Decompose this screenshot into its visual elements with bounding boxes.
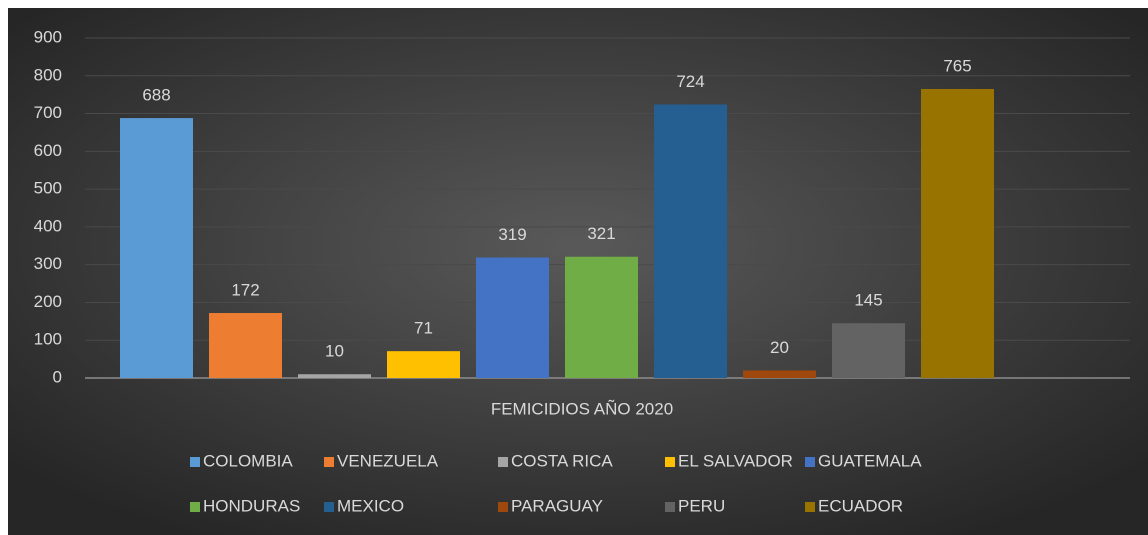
value-label: 71: [414, 319, 433, 338]
x-tick-label: FEMICIDIOS AÑO 2020: [491, 399, 673, 418]
value-label: 765: [943, 56, 971, 75]
y-tick-label: 0: [53, 367, 62, 386]
value-label: 10: [325, 342, 344, 361]
bar: [921, 89, 994, 378]
legend-label: ECUADOR: [818, 496, 903, 515]
legend-swatch: [665, 502, 675, 512]
value-label: 145: [854, 291, 882, 310]
legend-swatch: [498, 502, 508, 512]
y-tick-label: 800: [34, 65, 62, 84]
legend-label: MEXICO: [337, 496, 404, 515]
bar: [743, 370, 816, 378]
legend-label: GUATEMALA: [818, 451, 922, 470]
value-label: 20: [770, 338, 789, 357]
value-label: 321: [587, 224, 615, 243]
bar: [654, 104, 727, 378]
y-tick-label: 300: [34, 254, 62, 273]
legend-swatch: [498, 457, 508, 467]
legend-swatch: [324, 457, 334, 467]
y-tick-label: 200: [34, 292, 62, 311]
legend-swatch: [665, 457, 675, 467]
legend-label: COLOMBIA: [203, 451, 293, 470]
y-tick-label: 900: [34, 27, 62, 46]
y-tick-label: 500: [34, 179, 62, 198]
legend-label: PERU: [678, 496, 725, 515]
legend-label: HONDURAS: [203, 496, 300, 515]
legend-label: PARAGUAY: [511, 496, 603, 515]
value-label: 724: [676, 72, 704, 91]
y-tick-label: 100: [34, 330, 62, 349]
bar: [209, 313, 282, 378]
legend-swatch: [805, 457, 815, 467]
bar: [298, 374, 371, 378]
legend-swatch: [805, 502, 815, 512]
legend-swatch: [324, 502, 334, 512]
legend-label: EL SALVADOR: [678, 451, 793, 470]
value-label: 688: [142, 86, 170, 105]
legend-label: COSTA RICA: [511, 451, 613, 470]
value-label: 172: [231, 281, 259, 300]
value-label: 319: [498, 225, 526, 244]
legend-swatch: [190, 502, 200, 512]
legend-swatch: [190, 457, 200, 467]
bar: [832, 323, 905, 378]
legend-label: VENEZUELA: [337, 451, 439, 470]
bar: [387, 351, 460, 378]
bar: [476, 257, 549, 378]
y-tick-label: 600: [34, 141, 62, 160]
y-tick-label: 700: [34, 103, 62, 122]
y-tick-label: 400: [34, 216, 62, 235]
bar: [120, 118, 193, 378]
bar: [565, 256, 638, 378]
